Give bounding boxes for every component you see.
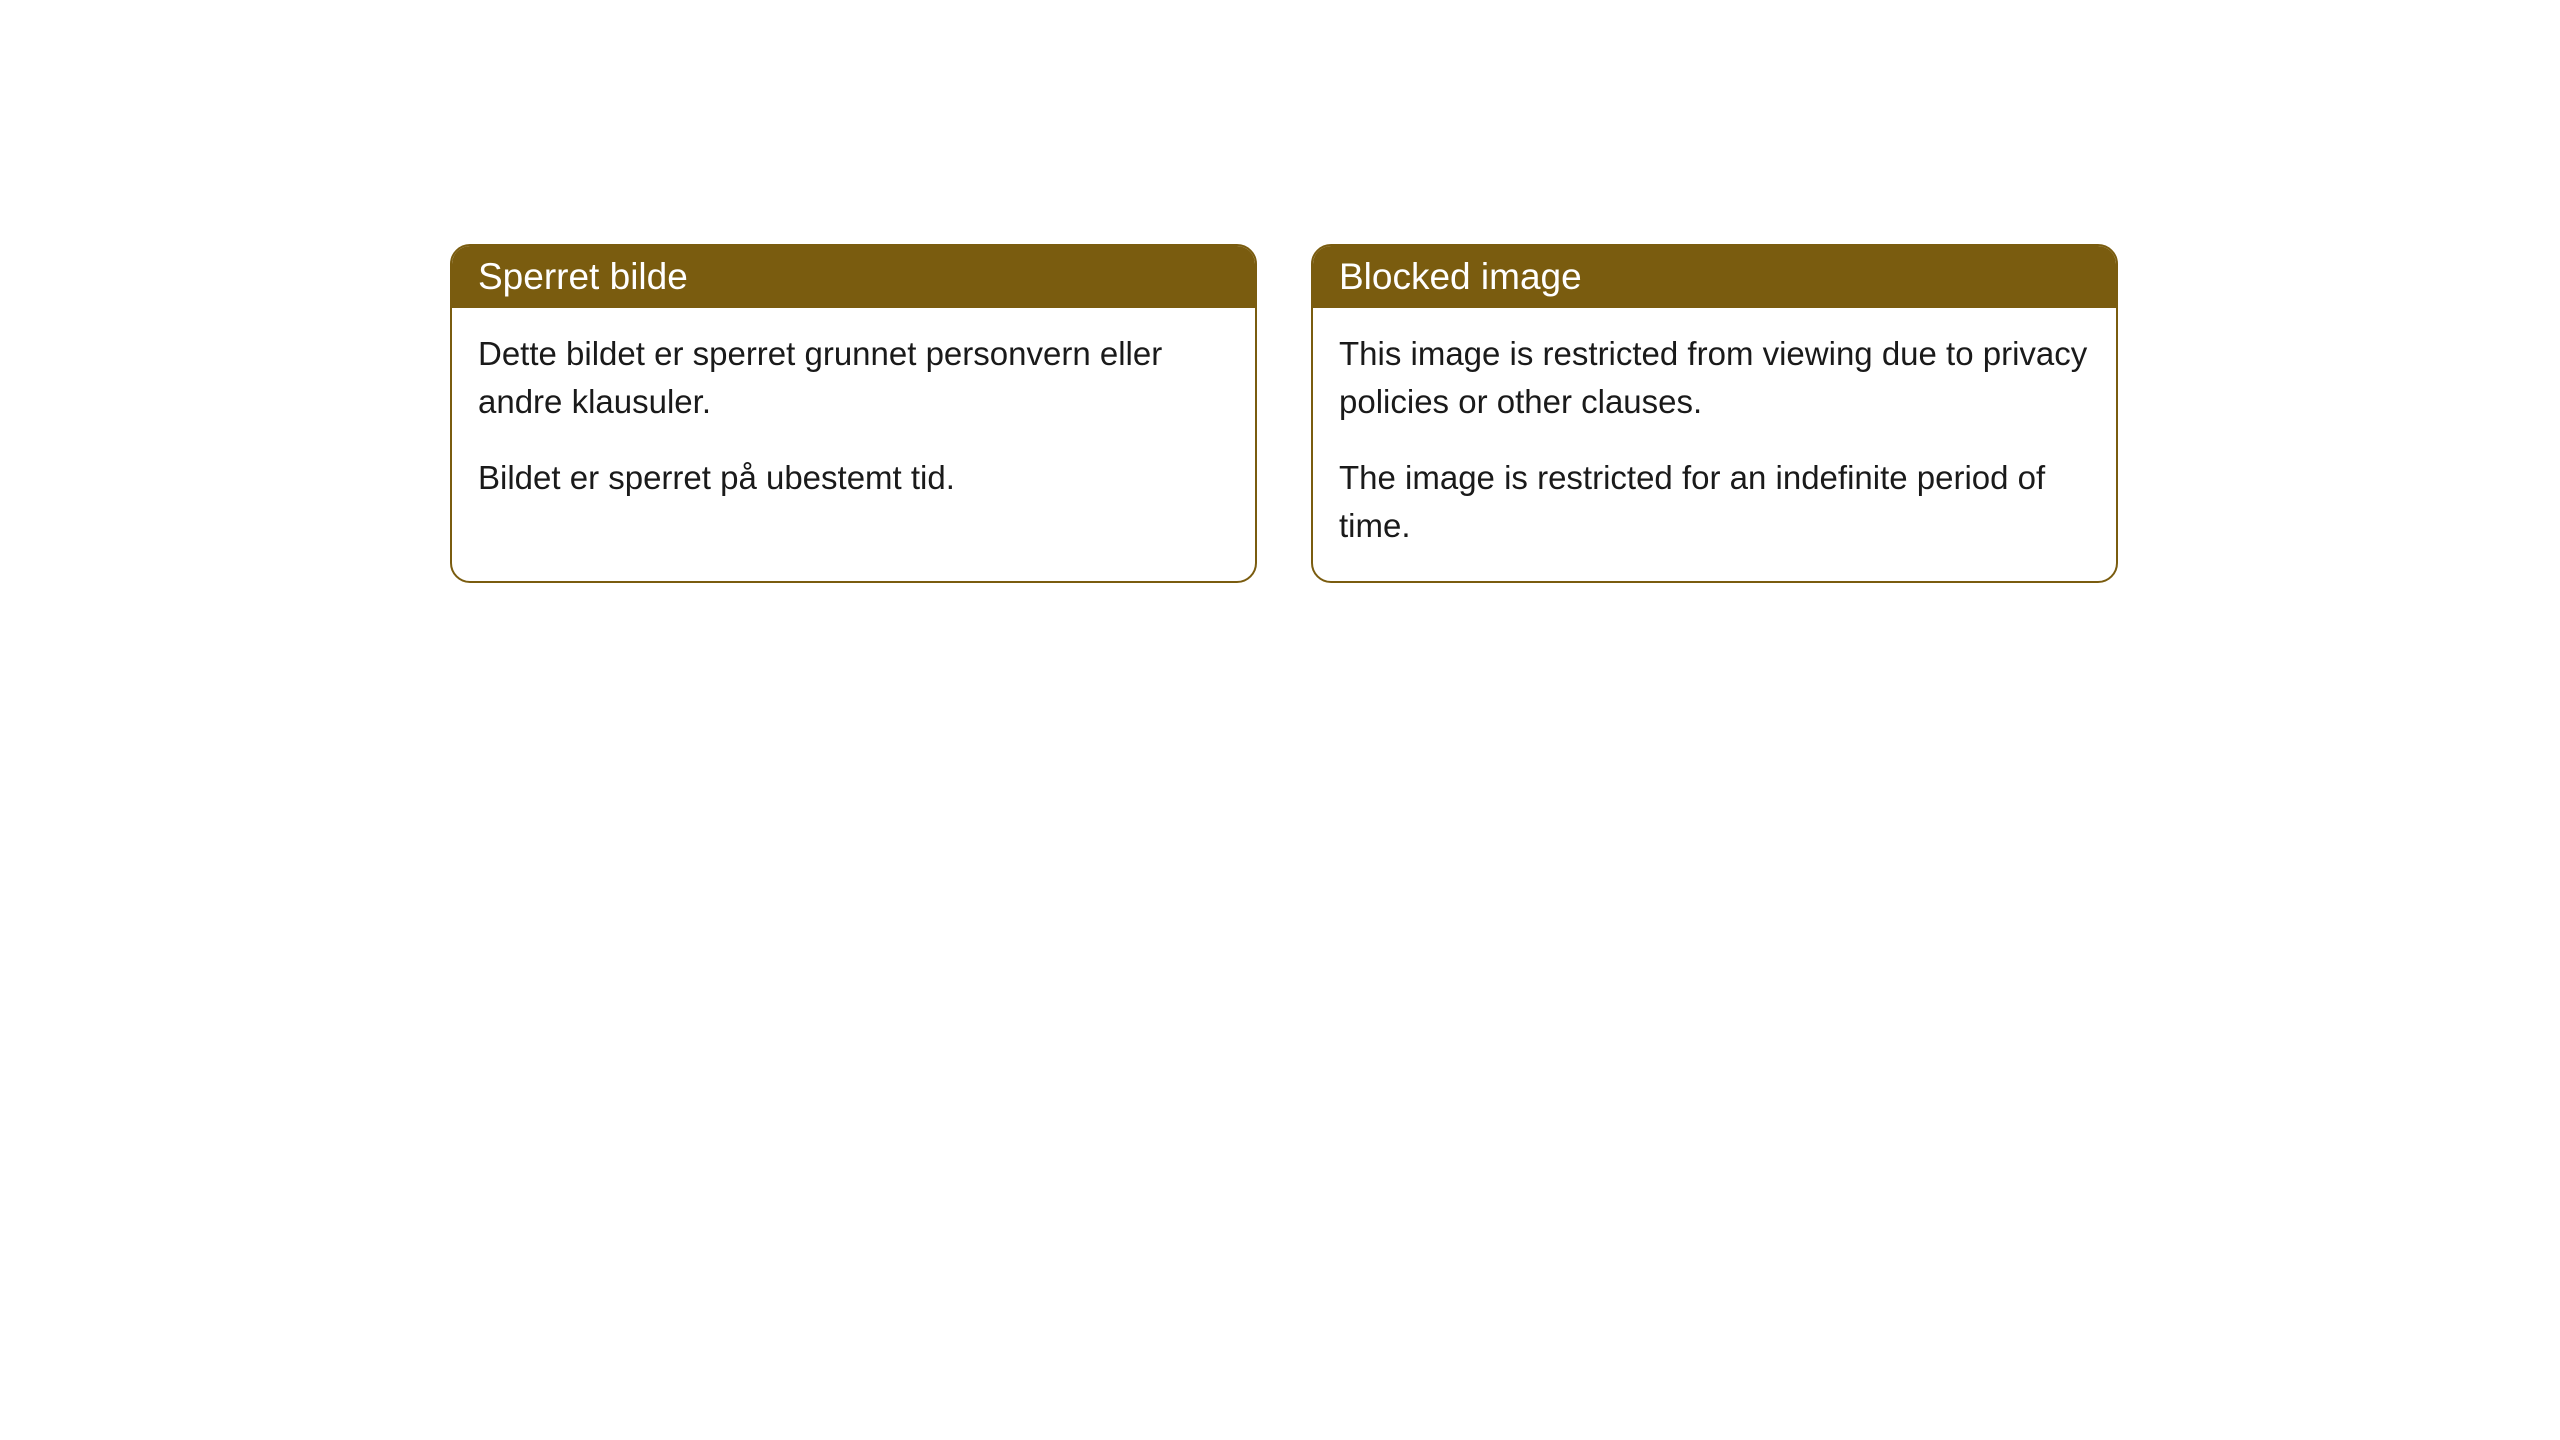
notice-paragraph: Bildet er sperret på ubestemt tid. xyxy=(478,454,1229,502)
notice-body: This image is restricted from viewing du… xyxy=(1313,308,2116,581)
notice-container: Sperret bilde Dette bildet er sperret gr… xyxy=(0,0,2560,583)
notice-header: Sperret bilde xyxy=(452,246,1255,308)
notice-paragraph: This image is restricted from viewing du… xyxy=(1339,330,2090,426)
notice-card-english: Blocked image This image is restricted f… xyxy=(1311,244,2118,583)
notice-card-norwegian: Sperret bilde Dette bildet er sperret gr… xyxy=(450,244,1257,583)
notice-header: Blocked image xyxy=(1313,246,2116,308)
notice-paragraph: Dette bildet er sperret grunnet personve… xyxy=(478,330,1229,426)
notice-paragraph: The image is restricted for an indefinit… xyxy=(1339,454,2090,550)
notice-body: Dette bildet er sperret grunnet personve… xyxy=(452,308,1255,534)
